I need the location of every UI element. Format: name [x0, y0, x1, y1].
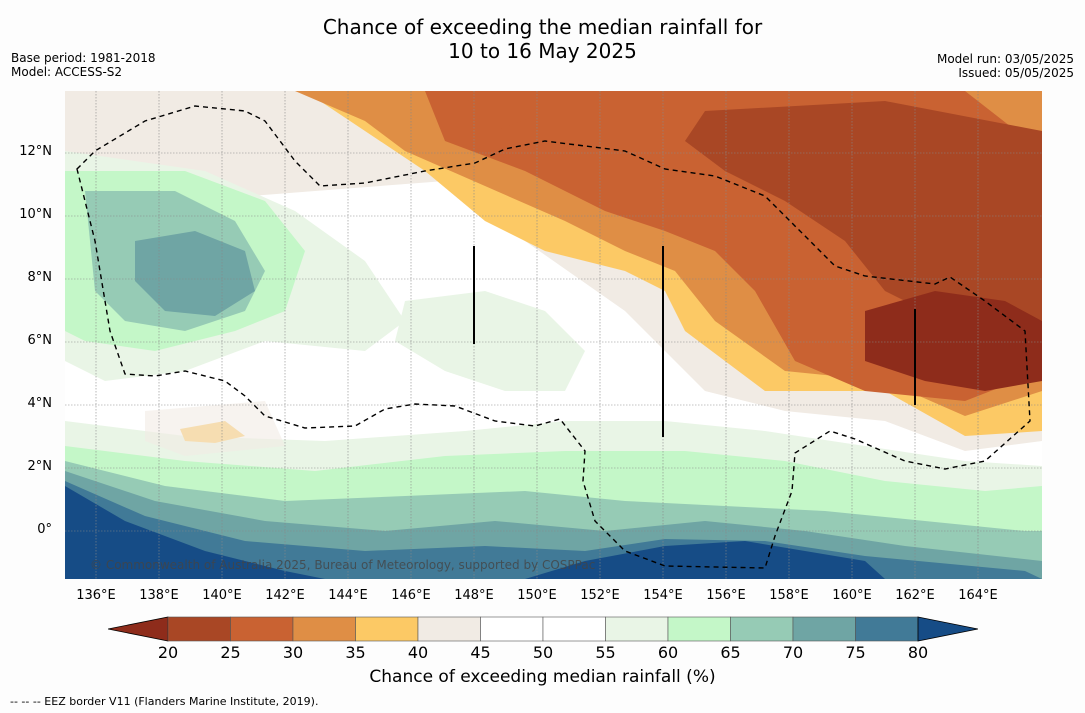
colorbar-segment: [730, 616, 794, 642]
colorbar-tick-label: 20: [157, 643, 179, 662]
zone-below-20-north: [865, 291, 1042, 391]
lon-label-138e: 138°E: [139, 588, 179, 603]
colorbar-segment: [480, 616, 544, 642]
lat-label-12n: 12°N: [19, 144, 52, 159]
colorbar-segment: [355, 616, 419, 642]
lat-label-10n: 10°N: [19, 207, 52, 222]
lat-label-8n: 8°N: [27, 270, 53, 285]
colorbar-segment: [292, 616, 356, 642]
map-title-line1: Chance of exceeding the median rainfall …: [322, 15, 763, 39]
colorbar-tick-label: 50: [532, 643, 554, 662]
colorbar-segment: [855, 616, 919, 642]
copyright-notice: © Commonwealth of Australia 2025, Bureau…: [90, 558, 596, 572]
colorbar-segment: [230, 616, 294, 642]
zone-above-85-south2: [525, 541, 885, 579]
lon-label-148e: 148°E: [454, 588, 494, 603]
model-run: Model run: 03/05/2025: [936, 52, 1074, 66]
colorbar-segment: [542, 616, 606, 642]
grid-lines: [65, 91, 1042, 579]
lon-label-150e: 150°E: [517, 588, 557, 603]
colorbar-tick-label: 45: [470, 643, 491, 662]
colorbar-tick-label: 25: [220, 643, 241, 662]
colorbar-segment: [167, 616, 231, 642]
colorbar-tick-label: 55: [595, 643, 616, 662]
zone-60-65-central: [395, 291, 585, 391]
eez-footnote: -- -- -- EEZ border V11 (Flanders Marine…: [10, 695, 319, 708]
colorbar-segment: [417, 616, 481, 642]
issued-date: Issued: 05/05/2025: [958, 66, 1074, 80]
lon-label-142e: 142°E: [265, 588, 305, 603]
lon-label-160e: 160°E: [832, 588, 872, 603]
map-title-line2: 10 to 16 May 2025: [448, 39, 637, 63]
lon-label-136e: 136°E: [76, 588, 116, 603]
lat-label-0: 0°: [37, 522, 52, 537]
colorbar-title: Chance of exceeding median rainfall (%): [369, 667, 716, 687]
colorbar-segment: [667, 616, 731, 642]
lon-label-164e: 164°E: [958, 588, 998, 603]
lon-label-156e: 156°E: [706, 588, 746, 603]
colorbar-extend-low: [108, 616, 169, 642]
lon-label-152e: 152°E: [580, 588, 620, 603]
colorbar-segment: [792, 616, 856, 642]
colorbar-tick-label: 75: [845, 643, 866, 662]
lat-label-4n: 4°N: [27, 396, 53, 411]
lon-label-144e: 144°E: [328, 588, 368, 603]
colorbar-tick-label: 30: [282, 643, 304, 662]
eez-border: [76, 105, 1031, 569]
colorbar: [108, 616, 978, 642]
lat-label-2n: 2°N: [27, 459, 53, 474]
zone-40-45-sw: [145, 401, 285, 456]
lon-label-162e: 162°E: [895, 588, 935, 603]
colorbar-segment: [605, 616, 669, 642]
lat-label-6n: 6°N: [27, 333, 53, 348]
colorbar-tick-label: 35: [345, 643, 366, 662]
zone-20-25-north: [685, 101, 1042, 321]
lon-label-158e: 158°E: [769, 588, 809, 603]
model-name: Model: ACCESS-S2: [11, 65, 123, 79]
lon-label-146e: 146°E: [391, 588, 431, 603]
base-period: Base period: 1981-2018: [11, 51, 156, 65]
colorbar-tick-label: 60: [657, 643, 679, 662]
zone-25-30-small: [465, 91, 535, 131]
zone-above-85-south: [65, 486, 325, 579]
colorbar-extend-high: [917, 616, 978, 642]
colorbar-tick-label: 70: [782, 643, 804, 662]
zone-75-80-west: [135, 231, 255, 316]
colorbar-tick-label: 65: [720, 643, 741, 662]
lon-label-154e: 154°E: [643, 588, 683, 603]
lon-label-140e: 140°E: [202, 588, 242, 603]
colorbar-tick-label: 80: [907, 643, 929, 662]
rainfall-map: [65, 91, 1042, 579]
colorbar-tick-label: 40: [407, 643, 429, 662]
